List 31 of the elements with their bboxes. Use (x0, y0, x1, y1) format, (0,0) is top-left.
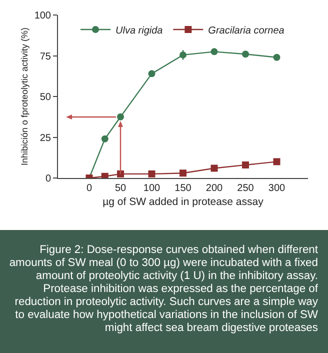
point (180, 51, 186, 58)
x-tick-label: 50 (114, 183, 126, 194)
point (117, 170, 124, 178)
point (242, 161, 249, 168)
point (242, 50, 249, 58)
y-tick-label: 75 (40, 51, 52, 62)
x-tick-label: 150 (174, 183, 192, 194)
point (148, 170, 156, 178)
y-tick-label: 100 (34, 10, 52, 22)
point (101, 135, 108, 142)
point (273, 54, 280, 61)
y-axis-title: Inhibición o fproteolytic activity (%) (20, 27, 30, 166)
y-tick-label: 25 (40, 132, 52, 144)
y-tick-label: 50 (40, 92, 52, 103)
legend-label: Ulva rigida (116, 25, 164, 36)
x-tick-label: 0 (86, 183, 92, 194)
caption: Figure 2: Dose-response curves obtained when different amounts of SW meal (0 to 300 µg) were incubated with a fixed amount of proteolytic activity (1 U) in the inhibitory assay. Protease inhibition was expressed as the percentage of reduction in proteolytic activity. Such curves are a simple way to evaluate how hypothetical variations in the inclusion of SW might affect sea bream digestive proteases (0, 230, 328, 353)
point (210, 164, 218, 172)
point (210, 48, 218, 56)
point (273, 158, 280, 166)
x-tick-label: 200 (206, 183, 224, 194)
x-tick-label: 300 (268, 183, 286, 194)
x-tick-label: 250 (237, 183, 254, 194)
point (101, 172, 108, 178)
point (180, 170, 186, 177)
legend-label: Gracilaria cornea (208, 25, 285, 36)
point (117, 113, 124, 120)
x-axis-title: µg of SW added in protease assay (102, 196, 264, 208)
x-tick-label: 100 (143, 183, 161, 194)
point (148, 70, 156, 78)
y-tick-label: 0 (45, 174, 52, 184)
